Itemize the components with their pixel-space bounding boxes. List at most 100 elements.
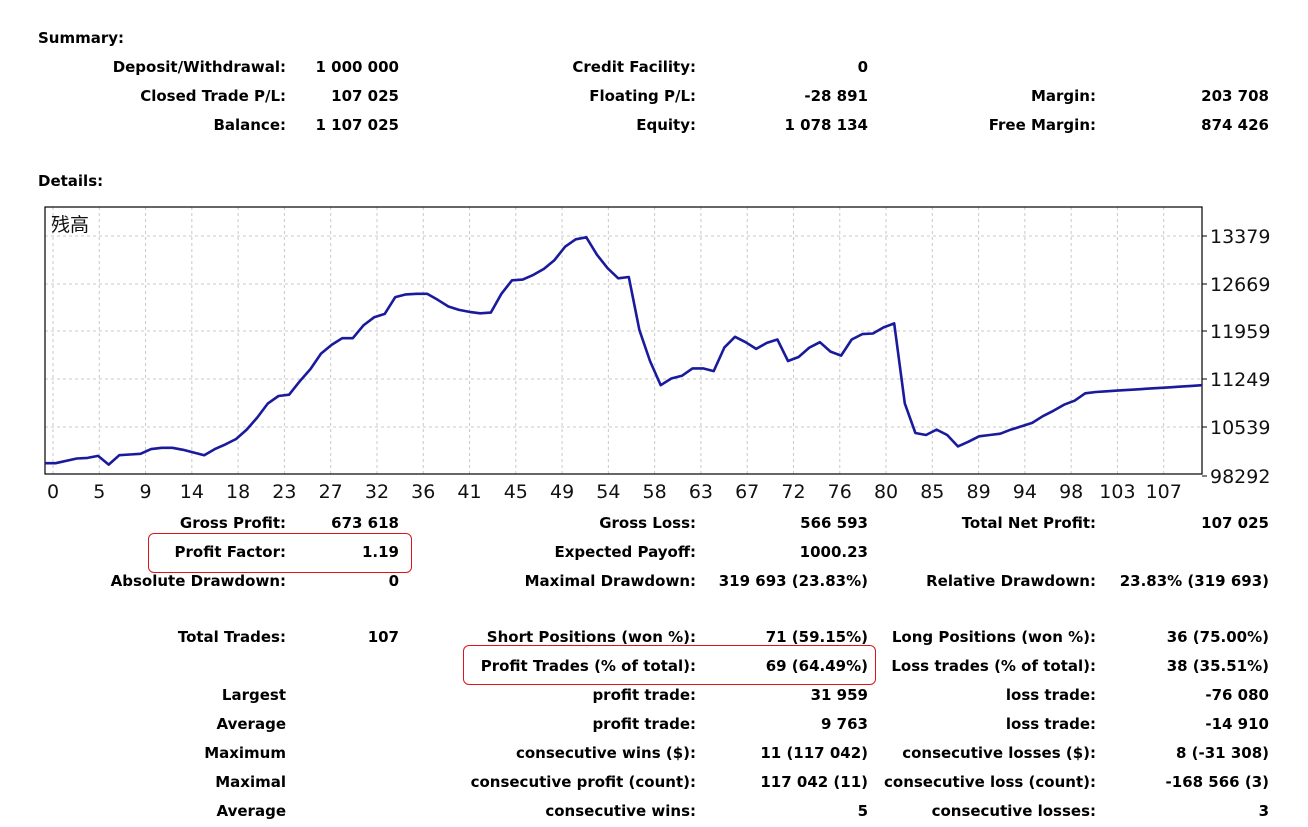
x-tick-label: 80 (874, 481, 898, 503)
maximal-drawdown-label: Maximal Drawdown: (524, 572, 696, 590)
y-tick-label: 12669 (1210, 274, 1270, 296)
total-trades-value: 107 (367, 628, 399, 646)
stats-row-label-2: consecutive losses ($): (902, 744, 1096, 762)
profit-trades-value: 69 (64.49%) (765, 657, 868, 675)
x-tick-label: 85 (920, 481, 944, 503)
x-tick-label: 18 (226, 481, 250, 503)
stats-row-head: Maximum (204, 744, 286, 762)
stats-row-label-1: consecutive wins ($): (515, 744, 696, 762)
y-tick-label: 11959 (1210, 321, 1270, 343)
expected-payoff-value: 1000.23 (799, 543, 868, 561)
x-tick-label: 41 (457, 481, 481, 503)
stats-row-label-1: consecutive wins: (545, 802, 696, 820)
chart-title: 残高 (51, 214, 89, 236)
x-tick-label: 23 (272, 481, 296, 503)
x-tick-label: 103 (1099, 481, 1135, 503)
deposit-label: Deposit/Withdrawal: (112, 58, 286, 76)
maximal-drawdown-value: 319 693 (23.83%) (718, 572, 868, 590)
stats-row-label-2: loss trade: (1005, 715, 1096, 733)
summary-heading: Summary: (38, 29, 125, 47)
x-tick-label: 45 (504, 481, 528, 503)
total-net-profit-value: 107 025 (1201, 514, 1269, 532)
x-tick-label: 94 (1013, 481, 1037, 503)
gross-loss-label: Gross Loss: (599, 514, 696, 532)
loss-trades-label: Loss trades (% of total): (891, 657, 1096, 675)
x-tick-label: 98 (1059, 481, 1083, 503)
short-positions-value: 71 (59.15%) (765, 628, 868, 646)
long-positions-label: Long Positions (won %): (891, 628, 1096, 646)
equity-value: 1 078 134 (784, 116, 868, 134)
closed-pl-value: 107 025 (331, 87, 399, 105)
x-tick-label: 5 (93, 481, 105, 503)
stats-row-value-1: 31 959 (810, 686, 868, 704)
x-tick-label: 76 (828, 481, 852, 503)
x-tick-label: 49 (550, 481, 574, 503)
stats-row-value-2: -14 910 (1205, 715, 1269, 733)
profit-factor-label: Profit Factor: (174, 543, 286, 561)
relative-drawdown-label: Relative Drawdown: (926, 572, 1096, 590)
stats-row-label-2: loss trade: (1005, 686, 1096, 704)
deposit-value: 1 000 000 (315, 58, 399, 76)
free-margin-label: Free Margin: (988, 116, 1096, 134)
x-tick-label: 32 (365, 481, 389, 503)
floating-pl-label: Floating P/L: (589, 87, 696, 105)
x-tick-label: 14 (180, 481, 204, 503)
equity-label: Equity: (636, 116, 696, 134)
stats-row-label-1: consecutive profit (count): (470, 773, 696, 791)
closed-pl-label: Closed Trade P/L: (140, 87, 286, 105)
chart-frame (44, 206, 1203, 475)
balance-line (45, 236, 1203, 466)
x-tick-label: 27 (319, 481, 343, 503)
balance-label: Balance: (213, 116, 286, 134)
stats-row-label-1: profit trade: (592, 715, 696, 733)
x-tick-label: 89 (967, 481, 991, 503)
profit-factor-value: 1.19 (361, 543, 399, 561)
stats-row-value-1: 11 (117 042) (760, 744, 868, 762)
long-positions-value: 36 (75.00%) (1166, 628, 1269, 646)
stats-row-head: Average (216, 802, 286, 820)
short-positions-label: Short Positions (won %): (486, 628, 696, 646)
loss-trades-value: 38 (35.51%) (1166, 657, 1269, 675)
y-tick-label: 11249 (1210, 369, 1270, 391)
gross-profit-value: 673 618 (331, 514, 399, 532)
total-net-profit-label: Total Net Profit: (961, 514, 1096, 532)
credit-value: 0 (857, 58, 868, 76)
absolute-drawdown-label: Absolute Drawdown: (110, 572, 286, 590)
stats-row-label-2: consecutive losses: (931, 802, 1096, 820)
stats-row-head: Largest (221, 686, 286, 704)
x-tick-label: 0 (47, 481, 59, 503)
y-tick-label: 98292 (1210, 466, 1270, 488)
profit-trades-label: Profit Trades (% of total): (480, 657, 696, 675)
x-tick-label: 54 (596, 481, 620, 503)
stats-row-value-1: 5 (857, 802, 868, 820)
free-margin-value: 874 426 (1201, 116, 1269, 134)
x-tick-label: 63 (689, 481, 713, 503)
stats-row-value-1: 117 042 (11) (760, 773, 868, 791)
margin-value: 203 708 (1201, 87, 1269, 105)
floating-pl-value: -28 891 (804, 87, 868, 105)
gross-profit-label: Gross Profit: (179, 514, 286, 532)
stats-row-head: Maximal (215, 773, 286, 791)
stats-row-head: Average (216, 715, 286, 733)
y-tick-label: 13379 (1210, 226, 1270, 248)
y-tick-label: 10539 (1210, 417, 1270, 439)
x-tick-label: 72 (781, 481, 805, 503)
stats-row-value-2: -168 566 (3) (1165, 773, 1269, 791)
stats-row-value-2: 8 (-31 308) (1175, 744, 1269, 762)
x-tick-label: 58 (643, 481, 667, 503)
x-tick-label: 36 (411, 481, 435, 503)
stats-row-value-2: 3 (1258, 802, 1269, 820)
absolute-drawdown-value: 0 (388, 572, 399, 590)
stats-row-value-2: -76 080 (1205, 686, 1269, 704)
total-trades-label: Total Trades: (177, 628, 286, 646)
gross-loss-value: 566 593 (800, 514, 868, 532)
x-tick-label: 9 (140, 481, 152, 503)
stats-row-label-2: consecutive loss (count): (884, 773, 1096, 791)
stats-row-label-1: profit trade: (592, 686, 696, 704)
expected-payoff-label: Expected Payoff: (554, 543, 696, 561)
balance-value: 1 107 025 (315, 116, 399, 134)
credit-label: Credit Facility: (572, 58, 696, 76)
details-heading: Details: (38, 172, 104, 190)
